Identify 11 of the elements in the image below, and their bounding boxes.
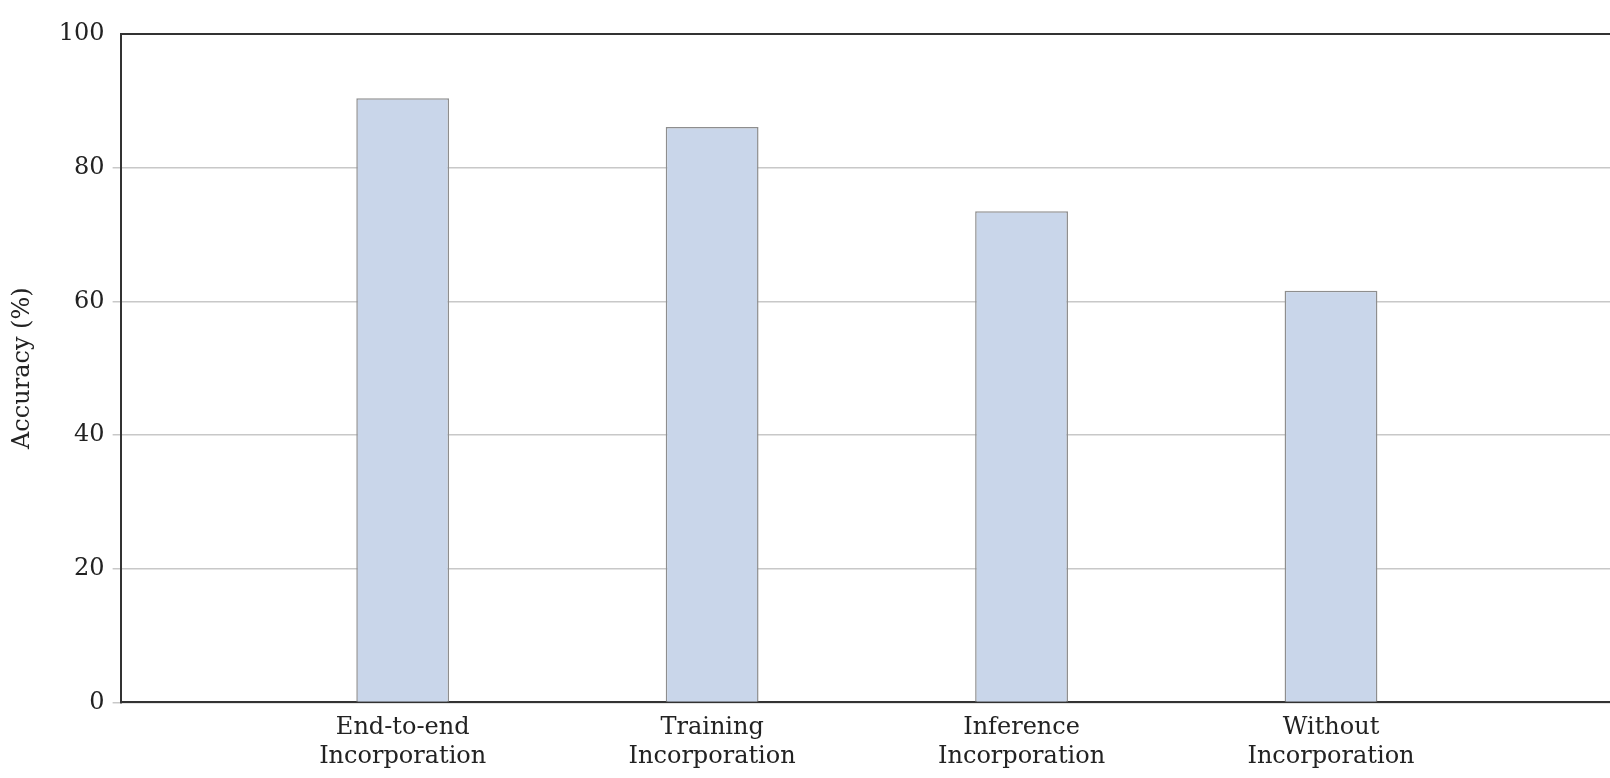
x-tick-label: End-to-end Incorporation	[319, 712, 487, 769]
x-tick-label: Training Incorporation	[628, 712, 796, 769]
y-tick-label: 60	[74, 285, 105, 314]
y-tick-label: 40	[74, 419, 105, 448]
y-tick-label: 100	[58, 18, 105, 47]
y-tick-label: 20	[74, 552, 105, 581]
y-tick-label: 0	[89, 686, 105, 715]
x-tick-label: Without Incorporation	[1247, 712, 1415, 769]
x-tick-label: Inference Incorporation	[938, 712, 1106, 769]
y-tick-label: 80	[74, 151, 105, 180]
y-axis-title: Accuracy (%)	[6, 287, 35, 451]
